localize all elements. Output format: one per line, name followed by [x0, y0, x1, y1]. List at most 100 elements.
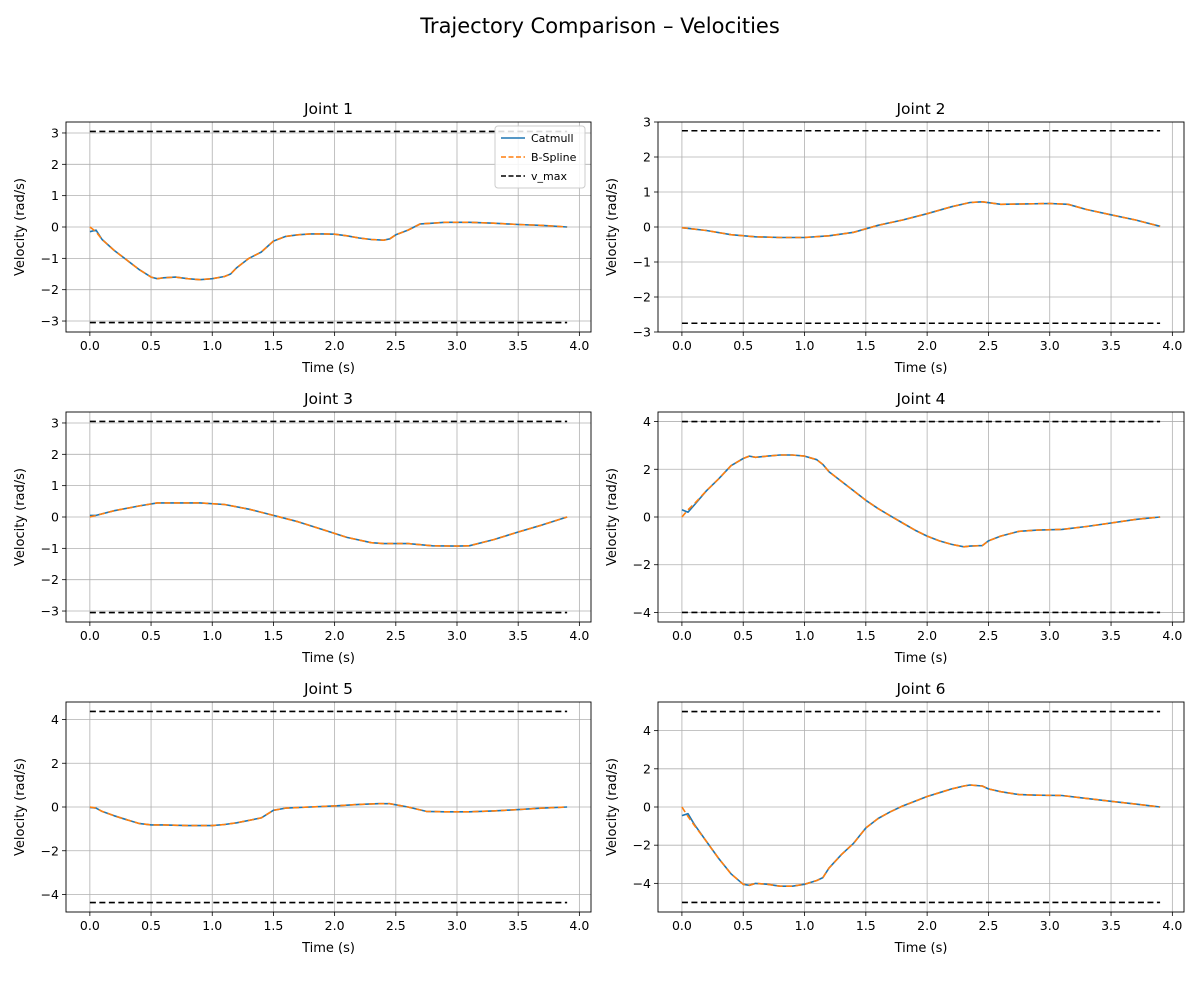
y-tick-label: 4 — [51, 712, 59, 727]
x-tick-label: 0.5 — [141, 338, 161, 353]
y-tick-label: 1 — [51, 188, 59, 203]
series-line-b-spline — [681, 201, 1161, 239]
y-tick-label: −3 — [41, 314, 59, 329]
x-tick-label: 3.0 — [447, 338, 467, 353]
y-tick-label: 3 — [643, 115, 651, 130]
y-axis-label: Velocity (rad/s) — [605, 468, 620, 566]
x-axis-label: Time (s) — [301, 361, 355, 376]
y-tick-label: 0 — [51, 220, 59, 235]
x-tick-label: 3.0 — [447, 918, 467, 933]
x-tick-label: 2.0 — [917, 918, 937, 933]
x-tick-label: 1.0 — [202, 628, 222, 643]
x-tick-label: 4.0 — [569, 918, 589, 933]
y-tick-label: 0 — [51, 510, 59, 525]
x-tick-label: 3.0 — [447, 628, 467, 643]
y-tick-label: 0 — [643, 220, 651, 235]
y-tick-label: 3 — [51, 415, 59, 430]
y-tick-label: −3 — [633, 325, 651, 340]
x-tick-label: 1.0 — [795, 338, 815, 353]
x-tick-label: 3.5 — [1101, 918, 1121, 933]
x-tick-label: 0.5 — [141, 628, 161, 643]
series-line-catmull — [681, 784, 1161, 887]
x-tick-label: 4.0 — [1162, 918, 1182, 933]
series-line-b-spline — [681, 454, 1161, 548]
series-line-b-spline — [681, 784, 1161, 887]
x-tick-label: 4.0 — [1162, 628, 1182, 643]
y-tick-label: 2 — [643, 462, 651, 477]
subplot-title: Joint 4 — [895, 390, 945, 408]
y-tick-label: −1 — [633, 255, 651, 270]
y-tick-label: −3 — [41, 604, 59, 619]
subplot-title: Joint 1 — [303, 100, 353, 118]
x-tick-label: 0.5 — [733, 628, 753, 643]
x-tick-label: 3.0 — [1040, 918, 1060, 933]
x-tick-label: 2.0 — [325, 628, 345, 643]
y-axis-label: Velocity (rad/s) — [13, 178, 28, 276]
series-line-b-spline — [89, 221, 568, 281]
x-tick-label: 1.0 — [795, 628, 815, 643]
x-tick-label: 1.5 — [263, 628, 283, 643]
y-tick-label: 2 — [51, 756, 59, 771]
series-line-catmull — [89, 221, 568, 281]
x-tick-label: 1.5 — [856, 918, 876, 933]
y-tick-label: 0 — [643, 800, 651, 815]
legend-box — [494, 125, 586, 189]
x-tick-label: 2.5 — [978, 338, 998, 353]
y-tick-label: 1 — [51, 478, 59, 493]
x-axis-label: Time (s) — [894, 651, 948, 666]
y-tick-label: −2 — [633, 557, 651, 572]
y-tick-label: 2 — [643, 761, 651, 776]
x-tick-label: 4.0 — [569, 338, 589, 353]
x-tick-label: 2.0 — [325, 338, 345, 353]
series-line-catmull — [681, 201, 1161, 239]
y-tick-label: 2 — [51, 157, 59, 172]
x-tick-label: 3.5 — [508, 628, 528, 643]
y-tick-label: 2 — [51, 447, 59, 462]
x-tick-label: 4.0 — [1162, 338, 1182, 353]
subplot-joint-3: 0.0 0.5 1.0 1.5 2.0 2.5 3.0 3.5 4.0 −3 −2 −1 0 1 2 3 Joi… — [13, 390, 592, 666]
subplot-title: Joint 5 — [303, 680, 353, 698]
legend-label: v_max — [531, 170, 567, 183]
x-tick-label: 4.0 — [569, 628, 589, 643]
y-tick-label: 1 — [643, 185, 651, 200]
x-tick-label: 0.0 — [80, 918, 100, 933]
x-tick-label: 3.0 — [1040, 338, 1060, 353]
y-axis-label: Velocity (rad/s) — [605, 758, 620, 856]
y-axis-label: Velocity (rad/s) — [13, 758, 28, 856]
x-tick-label: 1.0 — [795, 918, 815, 933]
y-tick-label: −2 — [41, 843, 59, 858]
x-axis-label: Time (s) — [301, 941, 355, 956]
y-axis-label: Velocity (rad/s) — [13, 468, 28, 566]
x-tick-label: 1.5 — [856, 338, 876, 353]
y-tick-label: −1 — [41, 251, 59, 266]
x-tick-label: 1.0 — [202, 338, 222, 353]
y-tick-label: −1 — [41, 541, 59, 556]
x-tick-label: 2.0 — [917, 628, 937, 643]
y-tick-label: −2 — [633, 838, 651, 853]
subplot-joint-6: 0.0 0.5 1.0 1.5 2.0 2.5 3.0 3.5 4.0 −4 −2 0 2 4 Joint … — [605, 680, 1185, 956]
series-line-b-spline — [89, 802, 568, 827]
x-tick-label: 3.5 — [1101, 338, 1121, 353]
subplot-joint-4: 0.0 0.5 1.0 1.5 2.0 2.5 3.0 3.5 4.0 −4 −2 0 2 4 Joint … — [605, 390, 1185, 666]
x-tick-label: 0.0 — [80, 338, 100, 353]
x-tick-label: 2.5 — [386, 918, 406, 933]
y-tick-label: 0 — [643, 510, 651, 525]
y-tick-label: 4 — [643, 723, 651, 738]
x-tick-label: 2.5 — [978, 918, 998, 933]
x-tick-label: 2.5 — [386, 338, 406, 353]
x-tick-label: 0.5 — [141, 918, 161, 933]
y-tick-label: 0 — [51, 800, 59, 815]
x-tick-label: 1.5 — [263, 918, 283, 933]
subplot-title: Joint 3 — [303, 390, 353, 408]
x-tick-label: 0.0 — [80, 628, 100, 643]
x-tick-label: 0.0 — [672, 628, 692, 643]
x-tick-label: 2.0 — [325, 918, 345, 933]
x-axis-label: Time (s) — [894, 361, 948, 376]
subplot-title: Joint 2 — [895, 100, 945, 118]
subplot-joint-1: 0.0 0.5 1.0 1.5 2.0 2.5 3.0 3.5 4.0 −3 −2 −1 0 1 2 3 Joi… — [13, 100, 592, 376]
x-tick-label: 3.0 — [1040, 628, 1060, 643]
figure-title: Trajectory Comparison – Velocities — [420, 14, 780, 38]
legend-label: Catmull — [531, 132, 574, 145]
